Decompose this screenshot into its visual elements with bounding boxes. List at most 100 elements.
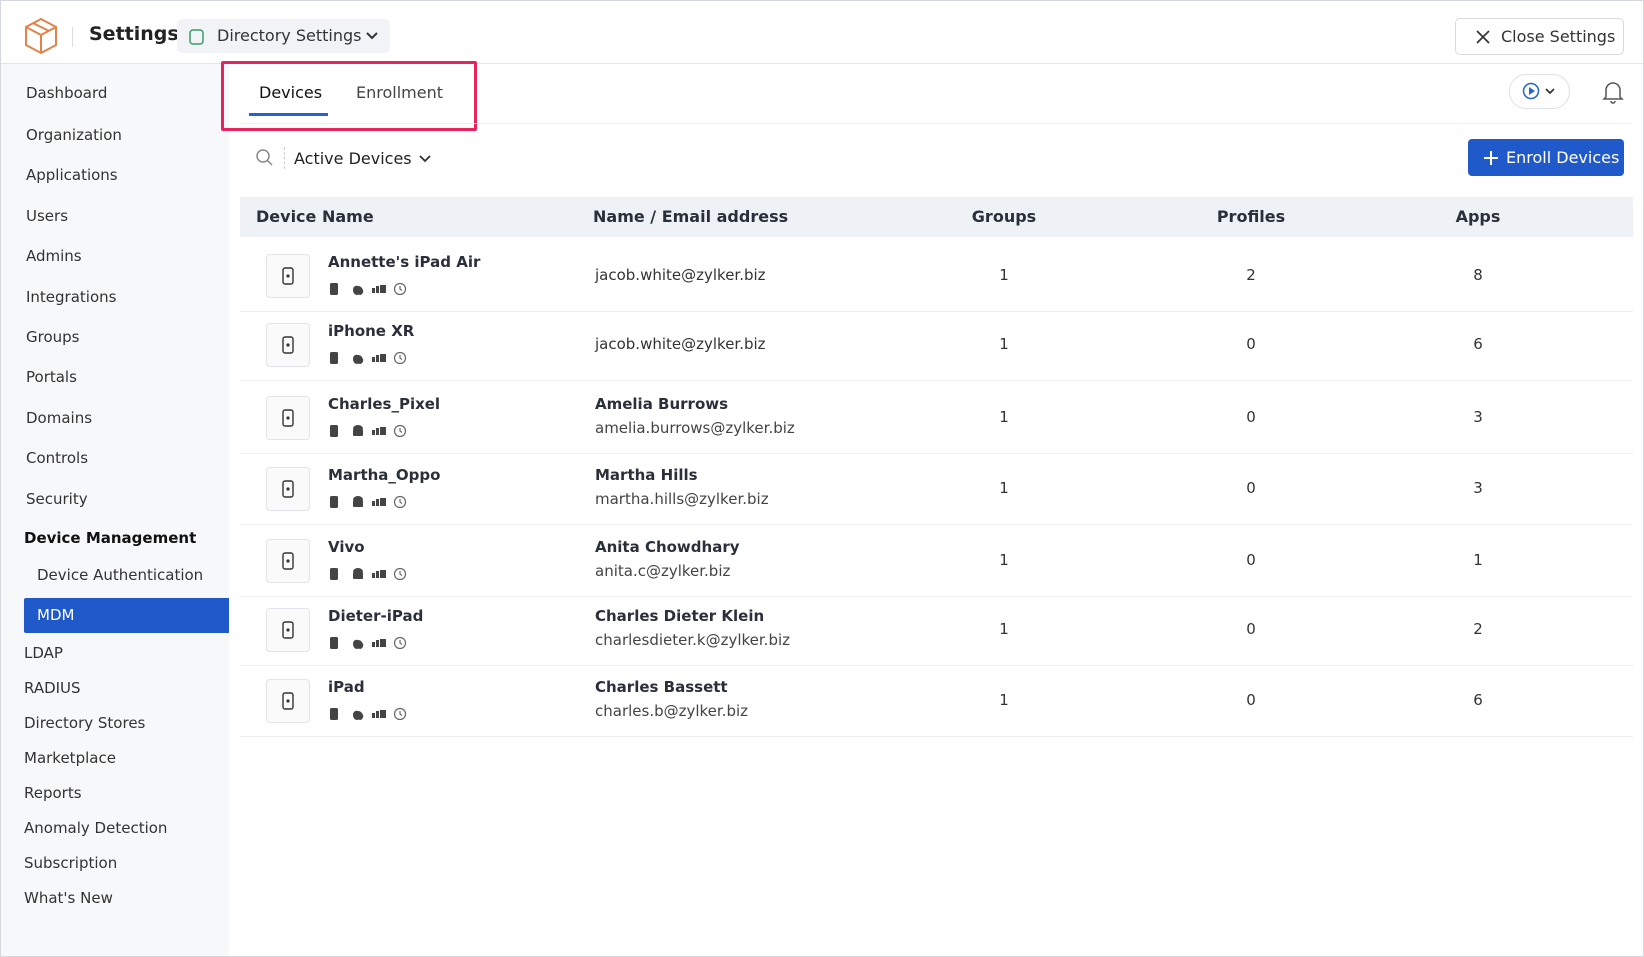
cell-groups: 1 bbox=[999, 620, 1009, 638]
owner-name: Amelia Burrows bbox=[595, 395, 729, 413]
sidebar-item[interactable]: What's New bbox=[24, 888, 113, 907]
os-icons bbox=[330, 567, 407, 581]
cell-profiles: 0 bbox=[1246, 691, 1256, 709]
cell-apps: 1 bbox=[1473, 551, 1483, 569]
device-thumbnail bbox=[266, 396, 310, 440]
bell-icon[interactable] bbox=[1601, 79, 1625, 105]
sidebar-item[interactable]: Subscription bbox=[24, 854, 118, 873]
sidebar-item[interactable]: Integrations bbox=[26, 288, 117, 307]
device-thumbnail bbox=[266, 467, 310, 511]
row-divider bbox=[240, 736, 1633, 737]
sidebar-item[interactable]: RADIUS bbox=[24, 678, 81, 697]
device-status-icons bbox=[328, 350, 408, 365]
close-icon bbox=[1476, 30, 1490, 44]
cell-groups: 1 bbox=[999, 266, 1009, 284]
enroll-button[interactable]: Enroll Devices bbox=[1468, 139, 1624, 176]
workspace-dropdown[interactable]: Directory Settings bbox=[177, 19, 390, 53]
workspace-label: Directory Settings bbox=[217, 26, 362, 45]
sidebar-item[interactable]: MDM bbox=[37, 606, 75, 625]
cell-groups: 1 bbox=[999, 691, 1009, 709]
owner-email: anita.c@zylker.biz bbox=[595, 562, 731, 580]
sidebar-item[interactable]: Anomaly Detection bbox=[24, 819, 168, 838]
sidebar-item[interactable]: Admins bbox=[26, 247, 82, 266]
sidebar-item[interactable]: Directory Stores bbox=[24, 714, 146, 733]
sidebar-item[interactable]: Device Authentication bbox=[37, 566, 204, 585]
device-status-icons bbox=[328, 494, 408, 509]
os-icons bbox=[330, 707, 407, 721]
os-icons bbox=[330, 636, 407, 650]
divider bbox=[72, 27, 73, 47]
filter-dropdown[interactable]: Active Devices bbox=[294, 149, 412, 168]
row-divider bbox=[240, 524, 1633, 525]
owner-email: jacob.white@zylker.biz bbox=[595, 266, 766, 284]
sidebar-item[interactable]: Groups bbox=[26, 328, 80, 346]
device-thumbnail bbox=[266, 323, 310, 367]
column-header: Profiles bbox=[1216, 207, 1286, 226]
sidebar-item[interactable]: Security bbox=[26, 489, 88, 508]
tab[interactable]: Enrollment bbox=[356, 83, 443, 102]
column-header: Name / Email address bbox=[593, 207, 789, 226]
os-icons bbox=[330, 424, 407, 438]
device-name[interactable]: iPhone XR bbox=[328, 322, 415, 340]
header-divider bbox=[1, 63, 1643, 64]
os-icons bbox=[330, 351, 407, 365]
row-divider bbox=[240, 311, 1633, 312]
column-header: Device Name bbox=[256, 207, 374, 226]
owner-email: amelia.burrows@zylker.biz bbox=[595, 419, 795, 437]
device-icon bbox=[282, 480, 294, 498]
sidebar-selected bbox=[24, 598, 229, 634]
device-name[interactable]: Charles_Pixel bbox=[328, 395, 441, 413]
search-icon[interactable] bbox=[255, 148, 277, 170]
tab[interactable]: Devices bbox=[259, 83, 323, 102]
sidebar-item[interactable]: Applications bbox=[26, 166, 118, 185]
owner-email: charlesdieter.k@zylker.biz bbox=[595, 631, 791, 649]
close-settings-button[interactable]: Close Settings bbox=[1455, 18, 1624, 55]
owner-email: jacob.white@zylker.biz bbox=[595, 335, 766, 353]
highlight-box bbox=[221, 61, 477, 131]
sidebar-item[interactable]: Marketplace bbox=[24, 749, 116, 768]
os-icons bbox=[330, 495, 407, 509]
cell-profiles: 0 bbox=[1246, 335, 1256, 353]
device-name[interactable]: iPad bbox=[328, 678, 365, 696]
device-name[interactable]: Vivo bbox=[328, 538, 365, 556]
device-status-icons bbox=[328, 566, 408, 581]
cell-apps: 2 bbox=[1473, 620, 1483, 638]
device-name[interactable]: Martha_Oppo bbox=[328, 466, 441, 484]
workspace-icon bbox=[189, 29, 204, 45]
device-name[interactable]: Annette's iPad Air bbox=[328, 253, 481, 271]
sidebar-item[interactable]: Users bbox=[26, 207, 69, 226]
sidebar-item[interactable]: Controls bbox=[26, 448, 89, 467]
owner-name: Anita Chowdhary bbox=[595, 538, 740, 556]
sidebar bbox=[1, 64, 229, 956]
device-icon bbox=[282, 409, 294, 427]
device-status-icons bbox=[328, 281, 408, 296]
chevron bbox=[419, 155, 431, 163]
sidebar-item[interactable]: Device Management bbox=[24, 528, 197, 547]
cell-apps: 3 bbox=[1473, 408, 1483, 426]
device-name[interactable]: Dieter-iPad bbox=[328, 607, 424, 625]
owner-email: martha.hills@zylker.biz bbox=[595, 490, 769, 508]
cell-apps: 8 bbox=[1473, 266, 1483, 284]
sidebar-item[interactable]: Dashboard bbox=[26, 84, 108, 103]
sidebar-item[interactable]: Portals bbox=[26, 367, 77, 386]
cell-groups: 1 bbox=[999, 479, 1009, 497]
device-thumbnail bbox=[266, 608, 310, 652]
sidebar-item[interactable]: Organization bbox=[26, 126, 122, 145]
device-thumbnail bbox=[266, 254, 310, 298]
device-status-icons bbox=[328, 635, 408, 650]
device-icon bbox=[282, 552, 294, 570]
cell-profiles: 0 bbox=[1246, 551, 1256, 569]
cell-profiles: 0 bbox=[1246, 408, 1256, 426]
tab-underline bbox=[249, 113, 328, 116]
close-label: Close Settings bbox=[1501, 27, 1616, 46]
device-icon bbox=[282, 267, 294, 285]
owner-name: Charles Dieter Klein bbox=[595, 607, 765, 625]
sidebar-item[interactable]: LDAP bbox=[24, 644, 63, 663]
sidebar-item[interactable]: Domains bbox=[26, 408, 93, 427]
sidebar-item[interactable]: Reports bbox=[24, 783, 82, 802]
play-menu[interactable] bbox=[1509, 74, 1570, 109]
device-icon bbox=[282, 336, 294, 354]
os-icons bbox=[330, 282, 407, 296]
divider bbox=[284, 147, 286, 169]
